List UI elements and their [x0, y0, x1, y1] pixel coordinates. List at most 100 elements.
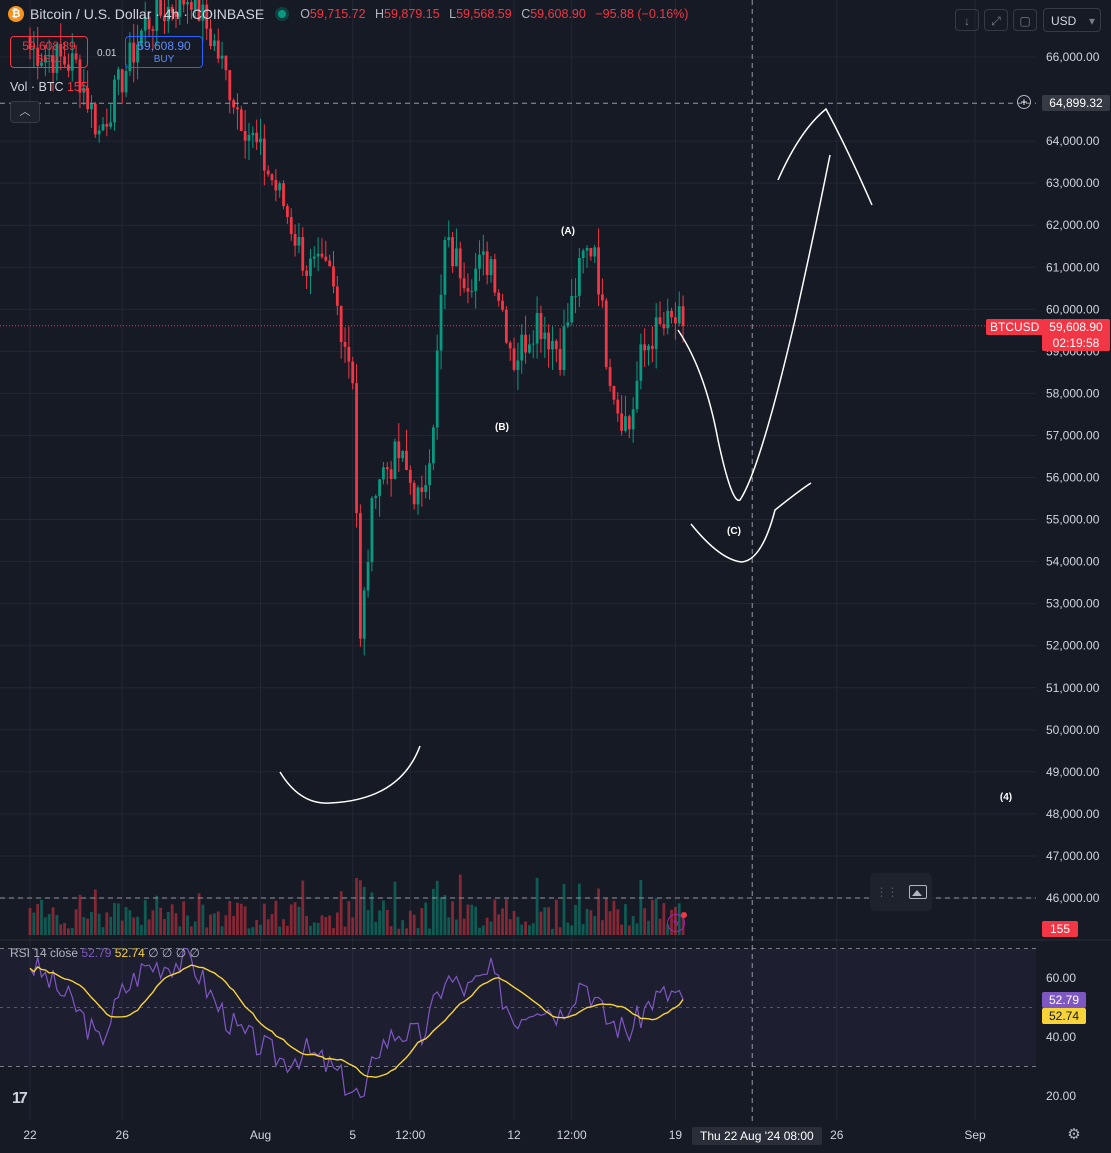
- volume-bar: [201, 904, 205, 935]
- candle-body: [639, 344, 643, 381]
- volume-bar: [189, 926, 193, 935]
- candle-body: [170, 6, 174, 13]
- drag-handle-icon[interactable]: ⋮⋮: [875, 885, 899, 899]
- candle-body: [635, 380, 639, 410]
- candle-body: [627, 416, 631, 430]
- volume-bar: [366, 910, 370, 935]
- volume-bar: [481, 925, 485, 935]
- candle-body: [358, 513, 362, 639]
- volume-bar: [581, 924, 585, 935]
- hand-drawn-bottom-curve: [279, 745, 421, 804]
- candle-body: [412, 482, 416, 505]
- maximize-icon[interactable]: ⤢: [984, 9, 1008, 31]
- price-axis-label: 57,000.00: [1046, 428, 1100, 442]
- volume-bar: [554, 899, 558, 935]
- volume-bar: [574, 904, 577, 935]
- volume-bar: [620, 924, 624, 935]
- volume-bar: [378, 910, 381, 935]
- candle-body: [401, 450, 405, 459]
- volume-bar: [624, 904, 627, 935]
- candle-body: [209, 28, 212, 46]
- candle-body: [55, 44, 59, 73]
- crosshair-price-label: 64,899.32: [1042, 95, 1110, 111]
- volume-legend[interactable]: Vol · BTC 155: [10, 80, 88, 94]
- price-axis-label: 55,000.00: [1046, 513, 1100, 527]
- sell-button[interactable]: 59,608.89 SELL: [10, 36, 88, 68]
- candle-body: [620, 413, 624, 431]
- volume-bar: [493, 899, 497, 935]
- volume-bar: [86, 918, 90, 935]
- rsi-axis-label: 60.00: [1046, 971, 1076, 985]
- candle-body: [378, 479, 381, 497]
- volume-bar: [408, 910, 412, 935]
- volume-bar: [251, 927, 255, 935]
- hand-drawn-forecast-path: [677, 154, 831, 501]
- candle-body: [428, 463, 431, 486]
- candle-body: [178, 0, 182, 17]
- volume-bar: [539, 911, 543, 935]
- candle-body: [535, 313, 539, 344]
- volume-bar: [320, 915, 324, 935]
- candle-body: [236, 107, 239, 110]
- candle-body: [151, 29, 155, 31]
- rsi-legend[interactable]: RSI 14 close 52.79 52.74 ∅ ∅ ∅ ∅: [10, 946, 200, 960]
- candle-body: [650, 345, 654, 349]
- volume-bar: [170, 904, 174, 935]
- flash-alert-icon[interactable]: ϟ: [667, 912, 687, 932]
- candle-body: [551, 340, 554, 350]
- volume-bar: [497, 914, 501, 935]
- volume-bar: [455, 919, 458, 935]
- time-axis-label: 26: [116, 1128, 130, 1142]
- volume-bar: [355, 877, 358, 935]
- candle-body: [243, 131, 247, 141]
- candle-body: [36, 47, 40, 66]
- screenshot-icon[interactable]: ▢: [1013, 9, 1037, 31]
- symbol-title[interactable]: Bitcoin / U.S. Dollar · 4h · COINBASE: [30, 6, 265, 22]
- chevron-up-icon[interactable]: ︿: [10, 101, 40, 123]
- price-axis-label: 52,000.00: [1046, 639, 1100, 653]
- candle-body: [431, 427, 435, 464]
- tradingview-logo-icon: 17: [12, 1090, 28, 1107]
- gear-icon[interactable]: ⚙: [1067, 1126, 1081, 1143]
- arrow-down-icon[interactable]: ↓: [955, 9, 979, 31]
- spread-value: 0.01: [97, 48, 117, 59]
- candle-body: [305, 270, 308, 276]
- candle-body: [339, 305, 343, 343]
- buy-button[interactable]: 59,608.90 BUY: [125, 36, 203, 68]
- add-plus-icon[interactable]: +: [1017, 95, 1031, 109]
- candle-body: [408, 469, 412, 483]
- wave-label: (A): [561, 226, 575, 237]
- volume-bar: [266, 919, 270, 935]
- volume-bar: [608, 911, 612, 935]
- candle-body: [589, 247, 593, 257]
- volume-bar: [166, 911, 170, 935]
- price-axis-label: 61,000.00: [1046, 260, 1100, 274]
- candle-body: [155, 0, 159, 31]
- volume-bar: [458, 874, 462, 935]
- candle-body: [105, 124, 109, 127]
- volume-bar: [151, 910, 155, 935]
- volume-bar: [32, 912, 36, 935]
- candle-body: [520, 334, 524, 361]
- volume-bar: [270, 914, 274, 935]
- candle-body: [462, 278, 466, 289]
- volume-bar: [51, 907, 55, 935]
- candle-body: [324, 256, 328, 261]
- volume-bar: [524, 921, 527, 935]
- rsi-placeholders: ∅ ∅ ∅ ∅: [148, 946, 200, 960]
- currency-select[interactable]: USD: [1043, 8, 1101, 33]
- candle-body: [447, 237, 451, 241]
- candle-body: [201, 4, 205, 21]
- candle-body: [474, 268, 478, 291]
- candle-body: [93, 103, 97, 135]
- volume-bar: [40, 899, 43, 935]
- volume-bar: [67, 928, 70, 935]
- snapshot-button[interactable]: ⋮⋮: [870, 873, 932, 911]
- candle-body: [278, 183, 282, 191]
- volume-bar: [116, 903, 120, 935]
- candle-body: [109, 122, 113, 127]
- volume-bar: [508, 919, 512, 935]
- volume-bar: [213, 913, 216, 935]
